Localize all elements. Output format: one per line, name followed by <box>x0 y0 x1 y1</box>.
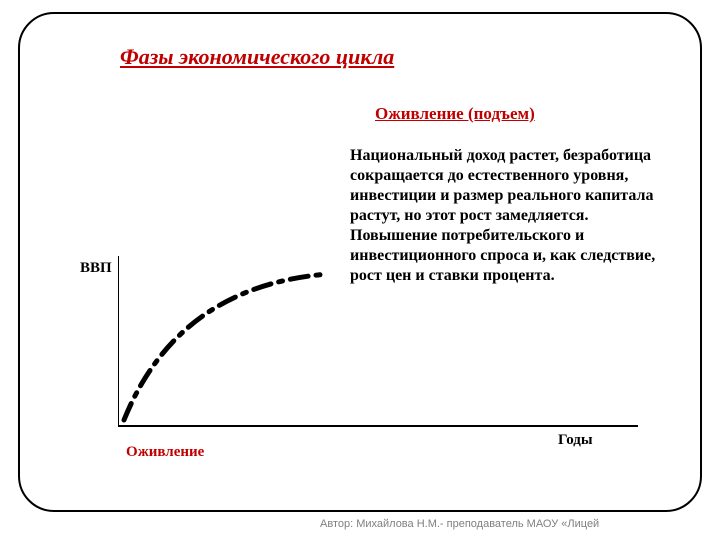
recovery-curve <box>124 274 328 420</box>
slide-frame: Фазы экономического цикла Оживление (под… <box>18 12 702 512</box>
y-axis-label: ВВП <box>80 260 112 277</box>
x-axis-label: Годы <box>558 432 593 449</box>
chart-area: ВВП Годы Оживление <box>118 256 638 446</box>
slide-title: Фазы экономического цикла <box>120 44 394 70</box>
phase-subheading: Оживление (подъем) <box>375 104 535 124</box>
phase-label: Оживление <box>126 444 204 461</box>
chart-svg <box>118 256 638 446</box>
author-credit: Автор: Михайлова Н.М.- преподаватель МАО… <box>320 518 599 530</box>
